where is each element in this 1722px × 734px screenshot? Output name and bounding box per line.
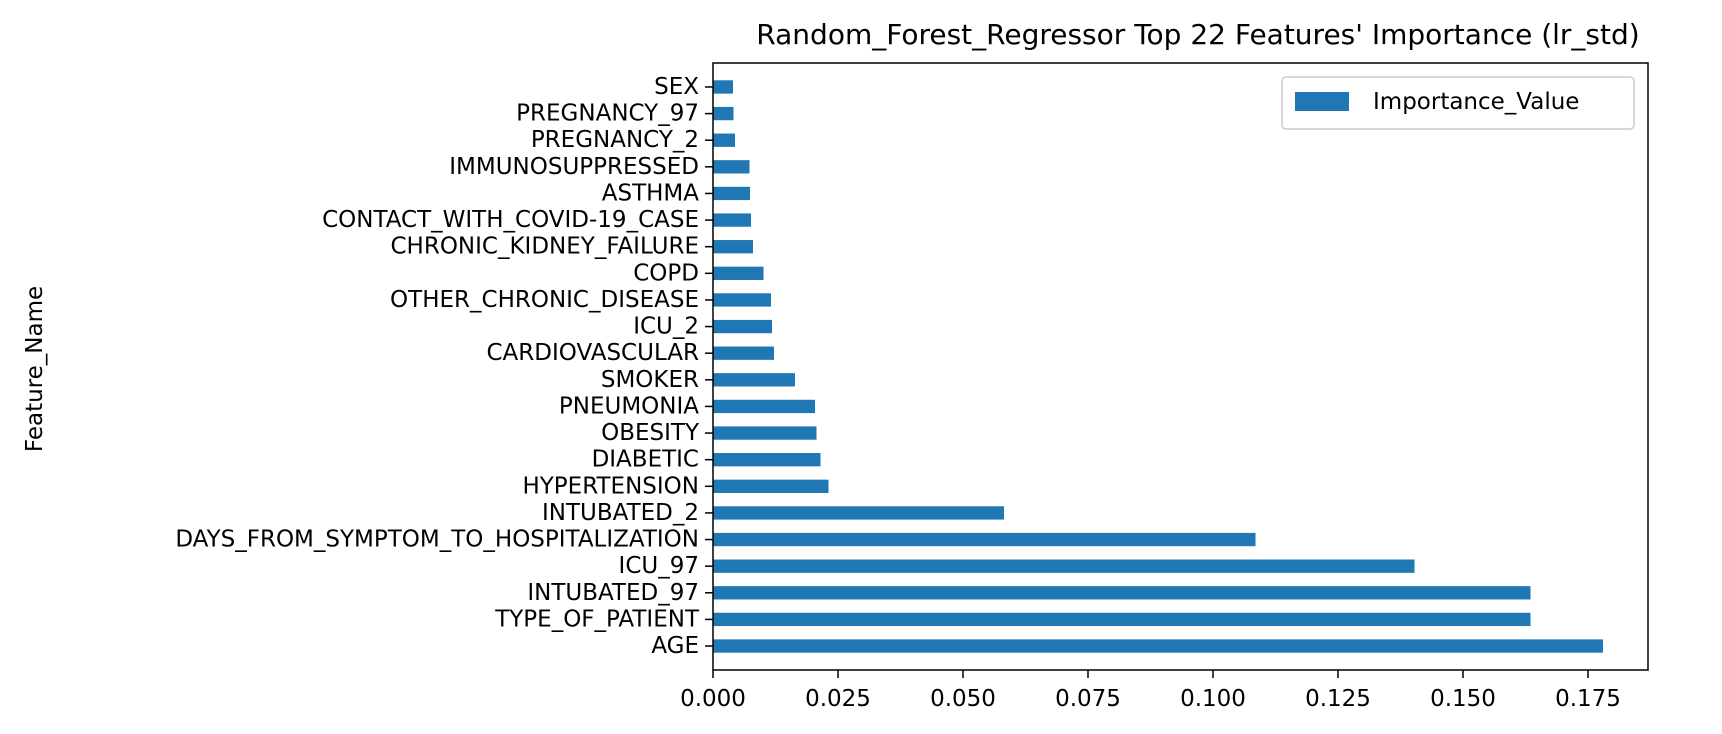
- bar: [713, 213, 751, 227]
- y-tick-label: PNEUMONIA: [559, 393, 699, 419]
- y-tick-label: DIABETIC: [592, 447, 699, 473]
- y-tick-label: CHRONIC_KIDNEY_FAILURE: [390, 234, 699, 260]
- bar: [713, 346, 774, 360]
- x-tick-label: 0.025: [805, 686, 871, 712]
- bars-group: [713, 80, 1603, 653]
- y-tick-label: TYPE_OF_PATIENT: [494, 606, 700, 632]
- y-tick-label: DAYS_FROM_SYMPTOM_TO_HOSPITALIZATION: [175, 527, 699, 553]
- y-tick-label: HYPERTENSION: [522, 473, 699, 499]
- bar: [713, 453, 821, 467]
- legend-box: [1281, 76, 1635, 130]
- x-tick-label: 0.075: [1055, 686, 1121, 712]
- y-tick-label: IMMUNOSUPPRESSED: [449, 154, 699, 180]
- legend-swatch: [1295, 92, 1349, 111]
- bar: [713, 133, 735, 147]
- x-tick-label: 0.100: [1180, 686, 1246, 712]
- y-tick-label: COPD: [633, 260, 699, 286]
- y-tick-label: INTUBATED_97: [527, 580, 699, 606]
- y-tick-label: PREGNANCY_2: [531, 127, 699, 153]
- chart-title: Random_Forest_Regressor Top 22 Features'…: [756, 18, 1639, 51]
- bar: [713, 399, 815, 414]
- y-axis-ticks: AGETYPE_OF_PATIENTINTUBATED_97ICU_97DAYS…: [175, 74, 713, 659]
- y-tick-label: CONTACT_WITH_COVID-19_CASE: [322, 207, 699, 233]
- bar: [713, 373, 795, 387]
- bar: [713, 319, 772, 334]
- bar: [713, 80, 733, 94]
- y-tick-label: SMOKER: [601, 367, 699, 393]
- x-axis-ticks: 0.000 0.025 0.050 0.075 0.100 0.125 0.150 0.175: [680, 670, 1621, 712]
- y-tick-label: ASTHMA: [602, 180, 700, 206]
- x-tick-label: 0.175: [1555, 686, 1621, 712]
- bar: [713, 426, 817, 440]
- bar: [713, 506, 1004, 520]
- y-tick-label: AGE: [651, 633, 699, 659]
- bar: [713, 240, 753, 254]
- legend: Importance_Value: [1281, 76, 1635, 130]
- plot-area-frame: [712, 62, 1649, 671]
- bar: [713, 586, 1531, 600]
- bar: [713, 639, 1603, 653]
- bar: [713, 479, 829, 493]
- x-tick-label: 0.050: [930, 686, 996, 712]
- legend-label: Importance_Value: [1373, 89, 1579, 115]
- bar: [713, 160, 750, 174]
- bar: [713, 266, 764, 280]
- y-tick-label: CARDIOVASCULAR: [486, 340, 699, 366]
- y-tick-label: SEX: [654, 74, 699, 100]
- bar: [713, 559, 1415, 573]
- bar: [713, 293, 771, 307]
- y-tick-label: ICU_2: [633, 314, 699, 340]
- y-tick-label: PREGNANCY_97: [516, 101, 699, 127]
- y-tick-label: OBESITY: [601, 420, 700, 446]
- x-tick-label: 0.125: [1305, 686, 1371, 712]
- bar: [713, 186, 750, 201]
- y-tick-label: ICU_97: [619, 553, 699, 579]
- y-axis-label: Feature_Name: [22, 286, 48, 452]
- x-tick-label: 0.150: [1430, 686, 1496, 712]
- bar: [713, 612, 1531, 627]
- y-tick-label: OTHER_CHRONIC_DISEASE: [390, 287, 699, 313]
- bar: [713, 106, 734, 121]
- y-tick-label: INTUBATED_2: [542, 500, 699, 526]
- bar: [713, 532, 1256, 547]
- x-tick-label: 0.000: [680, 686, 746, 712]
